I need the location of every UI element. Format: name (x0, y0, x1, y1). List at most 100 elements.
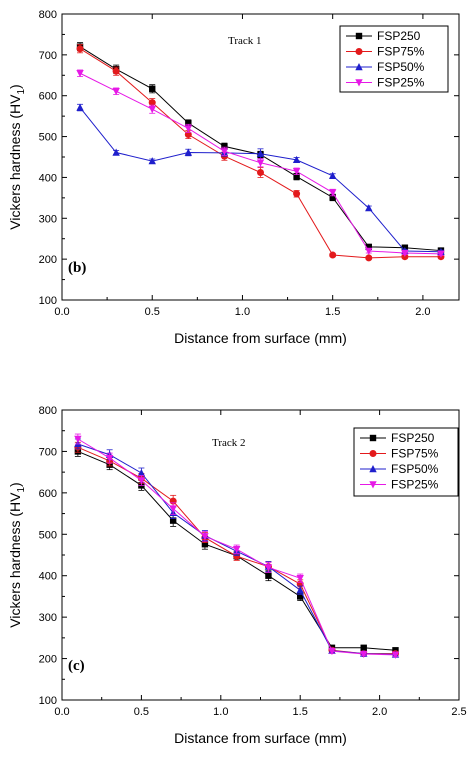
series-fsp25pct (74, 433, 400, 659)
data-point (296, 575, 304, 583)
y-tick-label: 800 (39, 405, 57, 417)
data-point (74, 435, 82, 443)
data-point (148, 157, 156, 165)
data-point (365, 254, 373, 262)
data-point (76, 103, 84, 111)
data-point (148, 105, 156, 114)
series-fsp25pct (76, 69, 445, 258)
data-point (329, 251, 337, 259)
chart-panel-1: 100 200 300 400 500 600 700 800 0.0 0.5 1.0 1.5 2.0 D… (7, 9, 460, 346)
y-axis-label: Vickers hardness (HV1) (7, 482, 27, 627)
data-point (184, 125, 193, 133)
y-tick-label: 700 (39, 50, 57, 62)
data-point (169, 517, 177, 524)
data-point (232, 546, 241, 554)
data-point (256, 149, 265, 157)
data-point (201, 533, 209, 541)
data-point (391, 651, 400, 659)
series-fsp50pct (76, 103, 445, 255)
y-tick-label: 200 (39, 654, 57, 666)
y-tick-label: 200 (39, 254, 57, 266)
data-point (137, 477, 146, 485)
data-point (365, 243, 372, 251)
data-point (112, 88, 120, 96)
legend-label: FSP250 (377, 29, 421, 43)
data-point (169, 505, 177, 513)
data-point (293, 190, 301, 198)
data-point (105, 454, 114, 463)
x-tick-label: 0.0 (54, 706, 69, 718)
data-point (328, 189, 337, 197)
legend-label: FSP50% (391, 462, 439, 476)
y-tick-label: 700 (39, 446, 57, 458)
legend-marker (369, 434, 377, 442)
legend-marker (369, 481, 377, 489)
y-tick-label: 300 (39, 213, 57, 225)
series-line (79, 107, 441, 253)
data-point (184, 148, 193, 156)
data-point (292, 168, 301, 176)
legend: FSP250 FSP75%FSP50% FSP25% (339, 25, 449, 93)
data-point (329, 194, 336, 201)
legend-label: FSP25% (391, 478, 439, 492)
y-tick-label: 400 (39, 172, 57, 184)
data-point (137, 468, 146, 477)
legend-label: FSP75% (377, 45, 425, 59)
y-tick-label: 100 (39, 295, 57, 307)
data-point (148, 99, 156, 107)
data-point (264, 564, 273, 572)
x-tick-label: 0.0 (54, 306, 69, 318)
y-tick-label: 300 (39, 612, 57, 624)
data-point (257, 169, 264, 177)
x-tick-label: 2.0 (415, 306, 430, 318)
y-axis-label: Vickers hardness (HV1) (7, 84, 27, 229)
x-tick-label: 1.5 (325, 306, 340, 318)
y-tick-label: 600 (39, 91, 57, 103)
data-point (360, 644, 367, 651)
data-point (265, 572, 272, 579)
legend-marker (355, 32, 363, 40)
y-tick-label: 500 (39, 529, 57, 541)
data-point (365, 247, 373, 255)
data-point (293, 173, 300, 180)
x-axis-label: Distance from surface (mm) (174, 330, 347, 346)
data-point (256, 159, 265, 167)
data-point (365, 204, 373, 212)
x-tick-label: 1.5 (293, 706, 308, 718)
x-tick-label: 1.0 (213, 706, 228, 718)
data-point (328, 647, 336, 656)
legend: FSP250 FSP75%FSP50% FSP25% (353, 427, 459, 497)
data-point (112, 148, 120, 156)
y-tick-label: 500 (39, 132, 57, 144)
data-point (437, 250, 445, 258)
data-point (76, 70, 84, 78)
y-tick-label: 100 (39, 695, 57, 707)
data-point (149, 85, 156, 92)
panel-label: (c) (68, 658, 85, 674)
x-tick-label: 0.5 (134, 706, 149, 718)
x-tick-label: 2.0 (372, 706, 387, 718)
x-axis-label: Distance from surface (mm) (174, 730, 347, 746)
data-point (401, 249, 409, 258)
track-annotation: Track 2 (212, 437, 246, 449)
data-point (296, 586, 304, 594)
data-point (76, 45, 84, 53)
data-point (201, 541, 209, 548)
x-tick-label: 0.5 (145, 306, 160, 318)
legend-marker (355, 48, 363, 55)
legend-label: FSP250 (391, 431, 435, 445)
data-point (328, 171, 337, 179)
data-point (360, 650, 368, 659)
legend-marker (369, 465, 377, 473)
track-annotation: Track 1 (228, 35, 262, 47)
data-point (233, 552, 241, 560)
x-tick-label: 1.0 (235, 306, 250, 318)
data-point (185, 119, 192, 127)
y-tick-label: 400 (39, 571, 57, 583)
y-tick-label: 800 (39, 9, 57, 21)
legend-label: FSP50% (377, 60, 425, 74)
legend-label: FSP25% (377, 76, 425, 90)
x-tick-label: 2.5 (451, 706, 466, 718)
y-tick-label: 600 (39, 488, 57, 500)
